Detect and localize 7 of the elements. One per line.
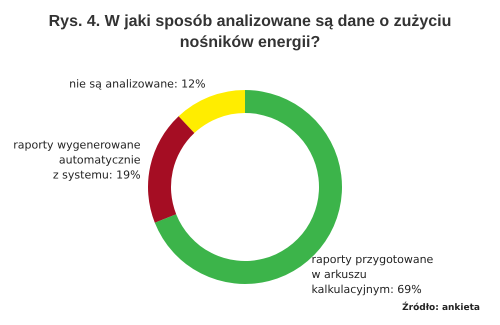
slice-label: raporty przygotowane w arkuszu kalkulacyjnym: 69% bbox=[312, 253, 434, 296]
slice-label: nie są analizowane: 12% bbox=[69, 78, 206, 91]
chart-title: Rys. 4. W jaki sposób analizowane są dane o zużyciu nośników energii? bbox=[48, 13, 452, 51]
donut-slice bbox=[148, 116, 194, 223]
slice-label: raporty wygenerowane automatycznie z systemu: 19% bbox=[13, 138, 141, 182]
text: Źródło: ankieta bbox=[402, 301, 480, 313]
donut-slice bbox=[178, 90, 245, 134]
